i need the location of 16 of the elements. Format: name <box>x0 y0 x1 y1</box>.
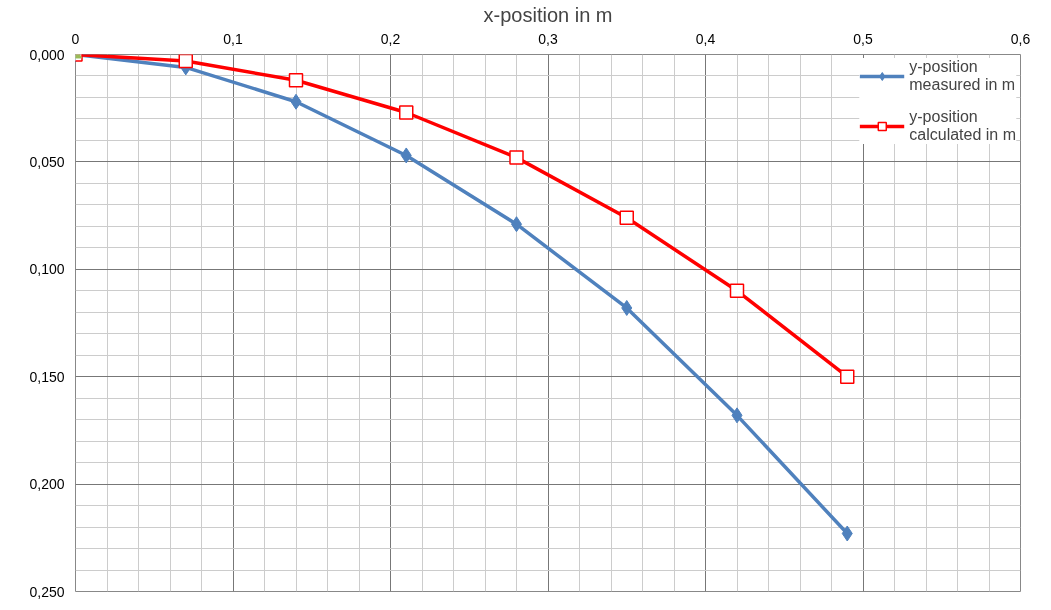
x-tick-label: 0,2 <box>380 30 401 47</box>
x-tick-label: 0,3 <box>538 30 558 47</box>
y-tick-label: 0,250 <box>29 583 65 600</box>
x-tick-label: 0,4 <box>695 30 716 47</box>
y-tick-label: 0,200 <box>29 476 65 493</box>
y-tick-label: 0,000 <box>29 46 65 63</box>
y-tick-label: 0,050 <box>29 153 65 170</box>
legend-label: y-position calculated in m <box>909 108 1016 144</box>
x-tick-label: 0,6 <box>1010 30 1031 47</box>
x-tick-label: 0 <box>71 30 80 47</box>
x-tick-label: 0,1 <box>223 30 243 47</box>
x-tick-label: 0,5 <box>853 30 873 47</box>
y-tick-label: 0,100 <box>29 261 65 278</box>
x-axis-title: x-position in m <box>483 3 613 26</box>
y-tick-label: 0,150 <box>29 368 65 385</box>
legend-label: y-position measured in m <box>909 58 1016 94</box>
